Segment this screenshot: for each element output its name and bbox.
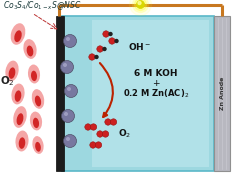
Circle shape [64,112,68,116]
Text: 6 M KOH: 6 M KOH [135,70,178,78]
Circle shape [66,137,70,141]
Circle shape [114,39,119,43]
Circle shape [63,63,67,67]
Ellipse shape [28,64,40,84]
Bar [214,16,230,171]
Circle shape [132,0,149,12]
Ellipse shape [27,46,33,57]
Circle shape [109,38,115,44]
Text: O$_2$: O$_2$ [0,74,14,88]
Ellipse shape [11,23,25,45]
Circle shape [103,31,109,37]
Ellipse shape [31,71,37,81]
Circle shape [136,1,145,9]
Text: 0.2 M Zn(AC)$_2$: 0.2 M Zn(AC)$_2$ [123,88,189,100]
Circle shape [66,37,70,41]
Ellipse shape [33,118,39,128]
Circle shape [67,87,71,91]
Circle shape [62,109,74,122]
Circle shape [95,142,102,148]
Ellipse shape [5,61,19,81]
Text: Zn Anode: Zn Anode [219,77,224,110]
Ellipse shape [15,131,29,151]
Text: +: + [153,80,160,88]
Circle shape [105,119,111,125]
Circle shape [138,2,141,5]
Circle shape [108,32,113,36]
Ellipse shape [19,137,25,149]
Ellipse shape [32,136,44,154]
Bar [62,16,214,171]
Circle shape [63,135,77,147]
Circle shape [135,0,146,11]
Circle shape [61,60,73,74]
Circle shape [90,124,97,130]
Circle shape [65,84,77,98]
Ellipse shape [14,30,22,42]
Circle shape [97,46,103,52]
Ellipse shape [13,106,27,128]
Circle shape [110,119,117,125]
Circle shape [102,47,107,51]
Text: O$_2$: O$_2$ [118,128,131,140]
Ellipse shape [30,112,42,130]
Circle shape [85,124,91,130]
Bar [56,16,64,171]
Circle shape [129,0,151,15]
Circle shape [97,131,103,137]
Ellipse shape [35,142,41,152]
Circle shape [94,55,99,59]
Circle shape [102,131,109,137]
Ellipse shape [11,84,25,105]
Ellipse shape [17,113,23,125]
Text: Co$_3$S$_4$/Co$_{1-x}$S@NSC: Co$_3$S$_4$/Co$_{1-x}$S@NSC [3,0,82,12]
FancyArrowPatch shape [100,63,113,117]
Ellipse shape [23,39,37,59]
Ellipse shape [35,96,41,106]
Circle shape [89,54,95,60]
Circle shape [63,35,77,47]
Text: OH$^-$: OH$^-$ [128,40,151,51]
Ellipse shape [32,89,44,109]
Circle shape [90,142,96,148]
Ellipse shape [15,90,21,102]
Ellipse shape [9,67,15,79]
Bar [92,20,209,167]
